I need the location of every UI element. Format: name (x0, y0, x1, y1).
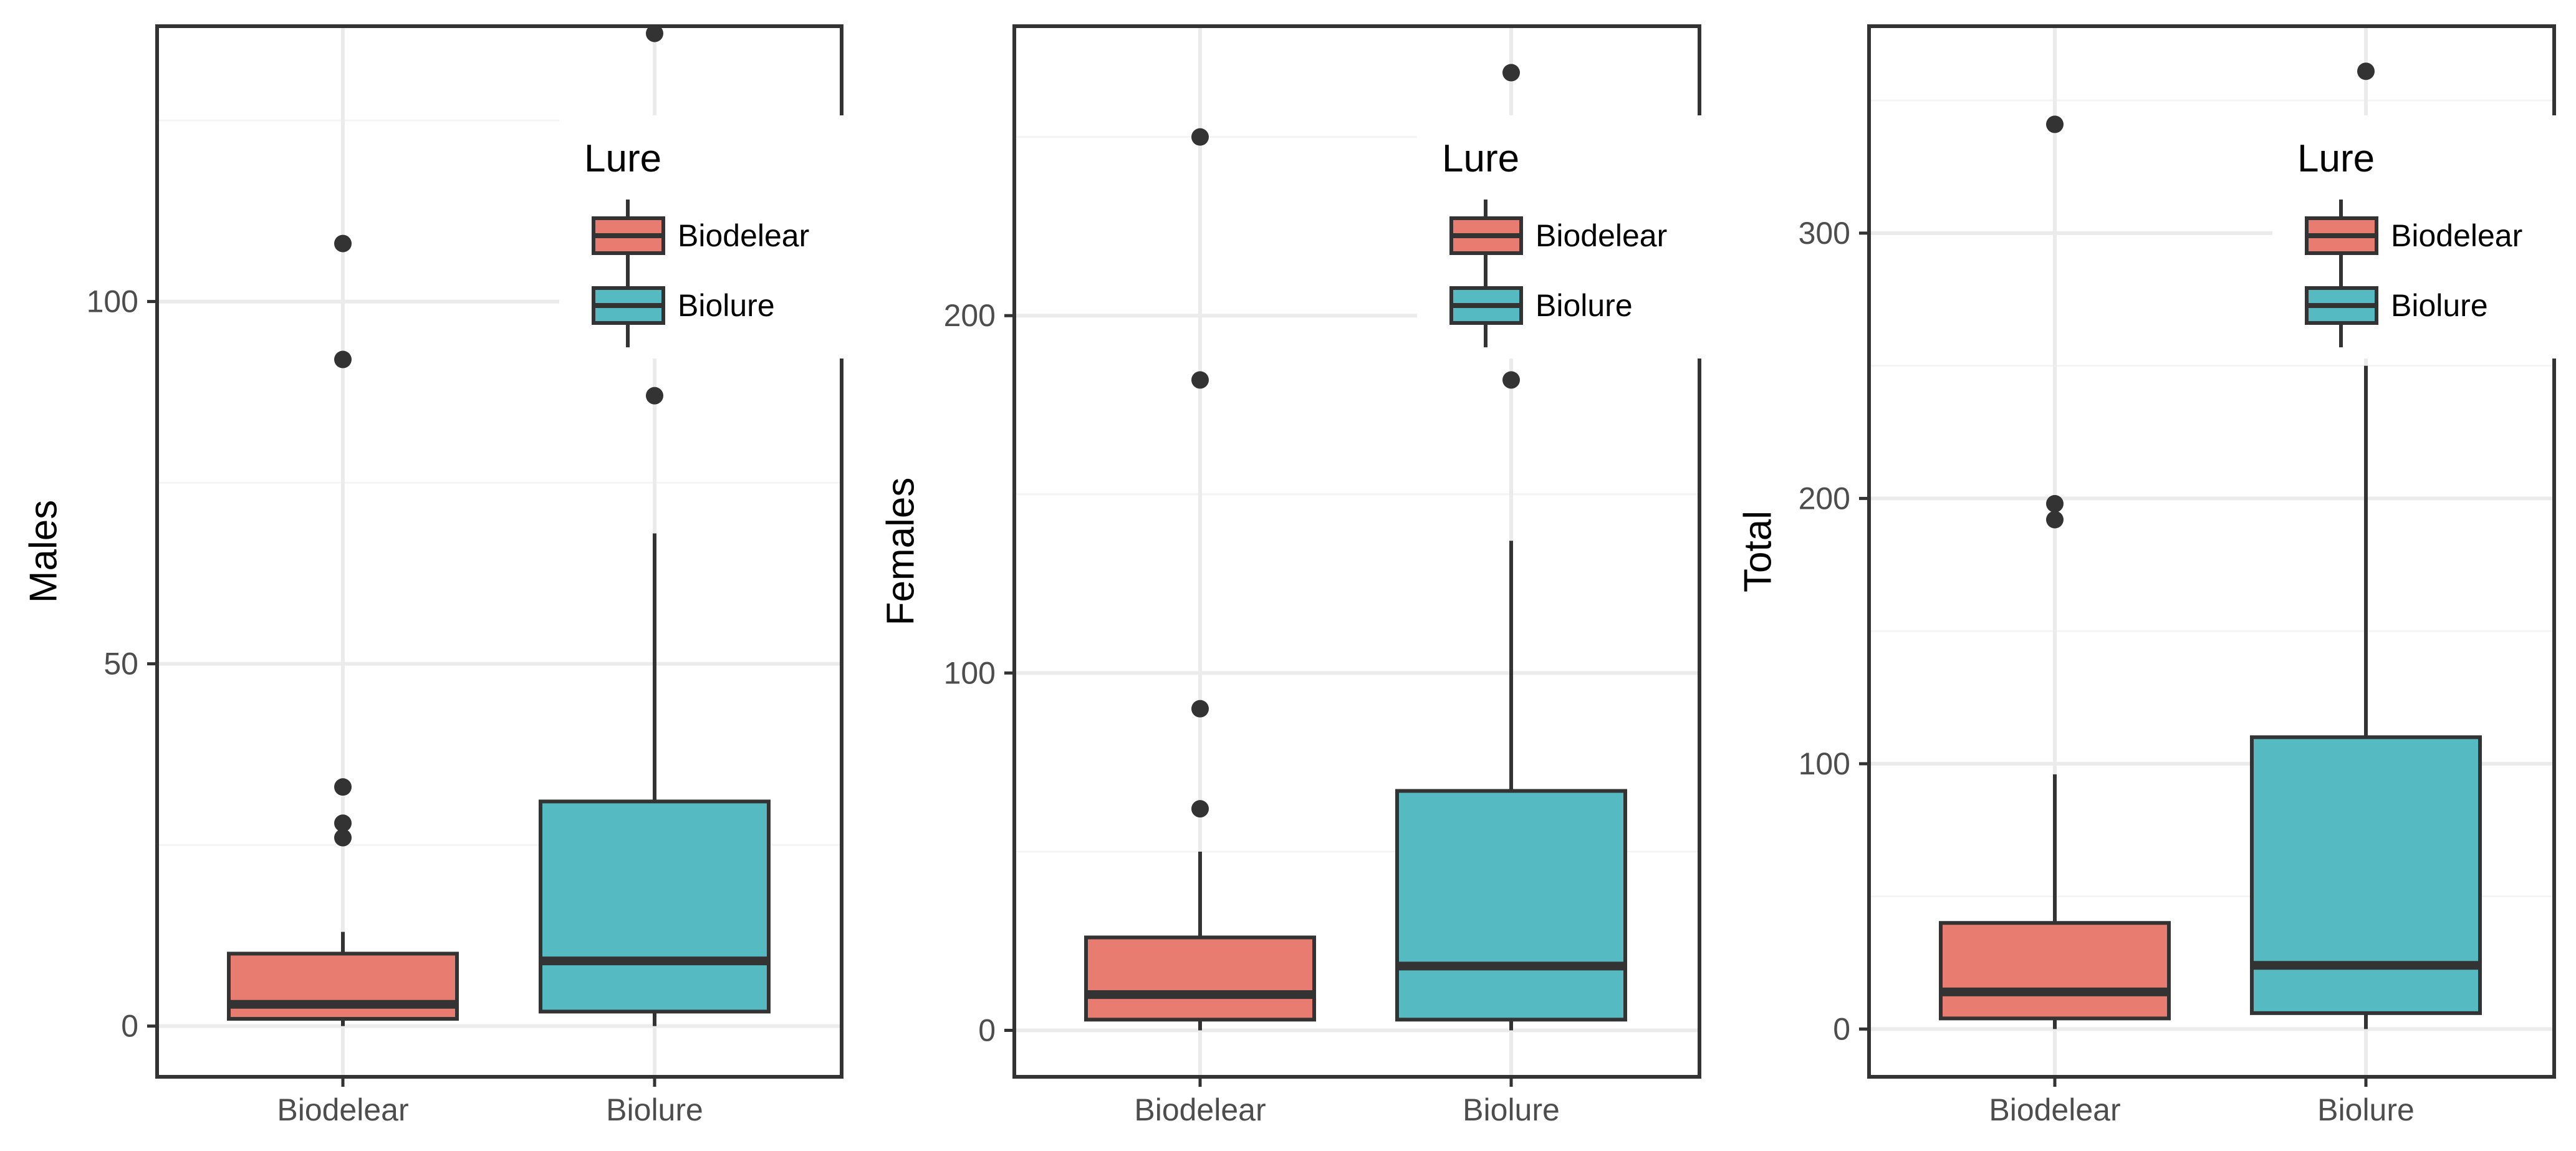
legend: Lure Biodelear Biolure (559, 115, 846, 359)
y-tick-label: 100 (87, 284, 138, 319)
panel-males: 0 50 100 Biodelear Biolure Males Lure Biodelear… (22, 24, 846, 1127)
y-axis-title: Total (1737, 511, 1780, 592)
outlier-point (1502, 64, 1520, 82)
panel-females: 0 100 200 Biodelear Biolure Females Lure Biodel… (880, 24, 1704, 1127)
x-tick-label: Biolure (2317, 1092, 2415, 1127)
box-biodelear (227, 234, 459, 1026)
x-tick-label: Biolure (1463, 1092, 1560, 1127)
y-tick-label: 200 (944, 298, 996, 333)
panel-border (155, 24, 843, 1079)
y-tick-label: 100 (944, 655, 996, 690)
box-biodelear (1084, 128, 1316, 1031)
outlier-point (1191, 128, 1209, 146)
outlier-point (334, 234, 352, 253)
box-biodelear (1939, 115, 2171, 1029)
legend: Lure Biodelear Biolure (1417, 115, 1704, 359)
y-tick-label: 100 (1799, 746, 1850, 781)
y-tick-label: 0 (121, 1009, 138, 1044)
iqr-box (1939, 921, 2171, 1021)
x-tick-label: Biodelear (1989, 1092, 2120, 1127)
outlier-point (1191, 371, 1209, 389)
legend: Lure Biodelear Biolure (2272, 115, 2559, 359)
iqr-box (539, 799, 771, 1014)
outlier-point (2046, 511, 2064, 529)
y-tick-label: 0 (978, 1013, 996, 1047)
outlier-point (2046, 115, 2064, 133)
box-biolure (2250, 62, 2482, 1029)
outlier-point (646, 24, 663, 42)
x-tick-label: Biodelear (1134, 1092, 1266, 1127)
y-tick-label: 50 (103, 647, 138, 681)
legend-label-biodelear: Biodelear (2391, 218, 2522, 253)
legend-label-biolure: Biolure (678, 288, 775, 323)
panel-total: 0 100 200 300 Biodelear Biolure Total Lure Biode… (1737, 24, 2559, 1127)
legend-label-biodelear: Biodelear (1536, 218, 1667, 253)
outlier-point (2046, 494, 2064, 513)
outlier-point (1191, 800, 1209, 818)
y-tick-label: 0 (1833, 1011, 1850, 1046)
box-biolure (539, 24, 771, 1026)
outlier-point (334, 778, 352, 796)
iqr-box (1084, 935, 1316, 1022)
y-axis-title: Females (880, 478, 923, 626)
outlier-point (1502, 371, 1520, 389)
legend-title: Lure (2297, 137, 2375, 180)
legend-label-biolure: Biolure (2391, 288, 2488, 323)
outlier-point (646, 387, 663, 405)
y-tick-label: 300 (1799, 216, 1850, 251)
legend-label-biolure: Biolure (1536, 288, 1633, 323)
outlier-point (334, 814, 352, 832)
y-tick-label: 200 (1799, 481, 1850, 516)
panel-border (1012, 24, 1701, 1079)
iqr-box (2250, 735, 2482, 1015)
y-axis-title: Males (22, 500, 65, 603)
outlier-point (1191, 700, 1209, 718)
outlier-point (334, 829, 352, 847)
iqr-box (227, 951, 459, 1021)
legend-title: Lure (1442, 137, 1519, 180)
legend-title: Lure (584, 137, 661, 180)
x-tick-label: Biodelear (277, 1092, 408, 1127)
outlier-point (334, 350, 352, 368)
legend-label-biodelear: Biodelear (678, 218, 809, 253)
outlier-point (2357, 62, 2375, 80)
panel-border (1867, 24, 2556, 1079)
x-tick-label: Biolure (606, 1092, 703, 1127)
iqr-box (1395, 789, 1627, 1022)
box-biolure (1395, 64, 1627, 1031)
